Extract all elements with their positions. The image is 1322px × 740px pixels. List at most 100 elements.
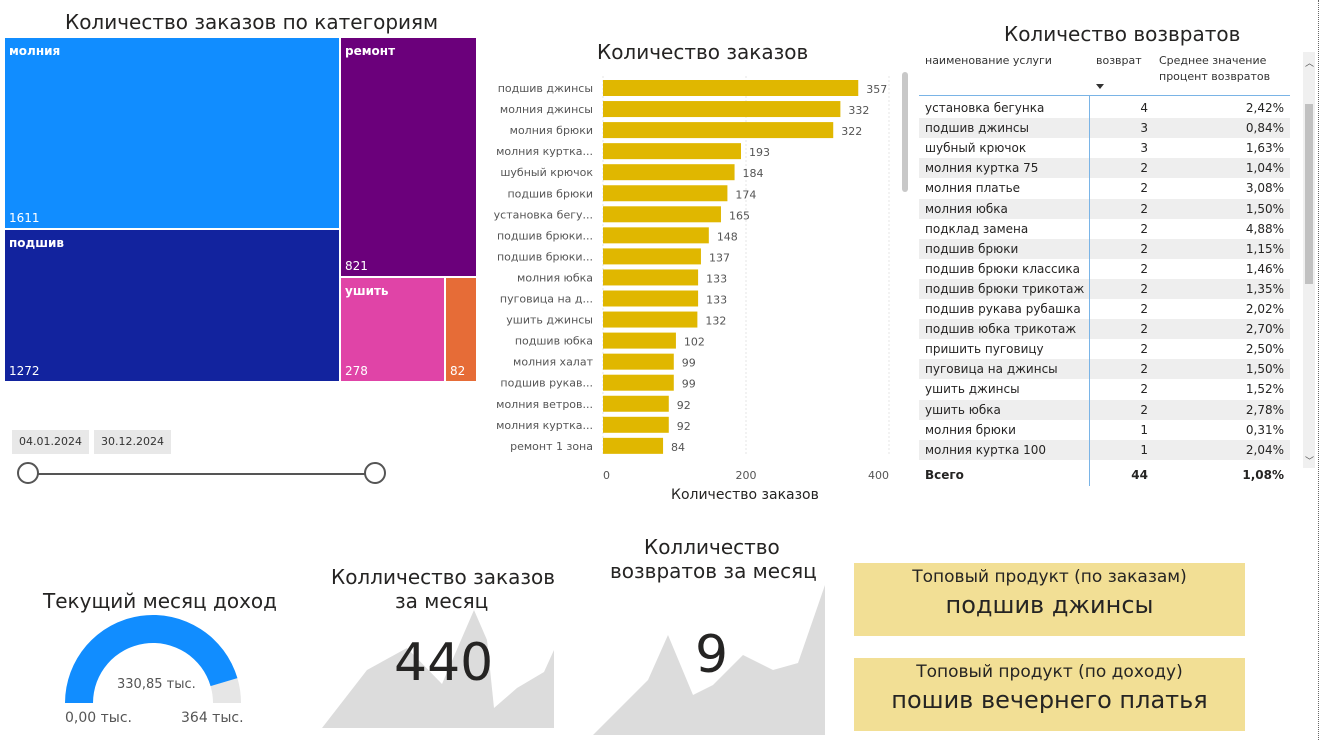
table-scrollbar-track[interactable]: ︿ ﹀ (1303, 52, 1315, 468)
treemap-tile-molniya[interactable]: молния 1611 (4, 37, 340, 229)
table-row[interactable]: молния брюки 1 0,31% (919, 420, 1290, 440)
row-service: подклад замена (925, 221, 1029, 236)
category-label: подшив брюки... (497, 229, 593, 242)
row-returns: 2 (1140, 382, 1148, 397)
gauge-fill (65, 615, 238, 703)
header-returns[interactable]: возврат (1096, 54, 1142, 67)
top-product-orders-value: подшив джинсы (945, 591, 1154, 619)
bar[interactable] (603, 122, 834, 139)
row-returns: 2 (1140, 342, 1148, 357)
gauge-track (210, 678, 241, 703)
table-row[interactable]: молния юбка 2 1,50% (919, 198, 1290, 219)
slider-end-handle[interactable] (364, 462, 386, 484)
row-returns: 2 (1140, 402, 1148, 417)
row-pct: 1,46% (1245, 261, 1284, 276)
monthly-orders-title-1: Колличество заказов (331, 565, 556, 589)
table-row[interactable]: установка бегунка 4 2,42% (919, 98, 1290, 118)
bar[interactable] (603, 437, 664, 454)
slider-start-handle[interactable] (17, 462, 39, 484)
table-scrollbar-thumb[interactable] (1305, 104, 1313, 284)
tile-value: 1611 (9, 211, 40, 225)
data-label: 322 (841, 125, 862, 138)
bar[interactable] (603, 227, 709, 244)
chart-x-axis-label: Количество заказов (671, 487, 819, 503)
bar[interactable] (603, 416, 669, 433)
row-returns: 3 (1140, 121, 1148, 136)
row-service: молния платье (925, 181, 1021, 196)
row-pct: 1,35% (1245, 281, 1284, 296)
monthly-orders-sparkline (322, 610, 554, 728)
table-row[interactable]: шубный крючок 3 1,63% (919, 138, 1290, 158)
table-row[interactable]: молния куртка 100 1 2,04% (919, 439, 1290, 460)
category-label: молния юбка (517, 271, 593, 284)
scroll-down-icon[interactable]: ﹀ (1305, 457, 1315, 467)
bar[interactable] (603, 374, 674, 391)
row-service: подшив юбка трикотаж (925, 322, 1077, 337)
bar[interactable] (603, 332, 676, 349)
category-label: молния джинсы (500, 103, 593, 116)
treemap-tile-other[interactable]: 82 (445, 277, 477, 382)
table-row[interactable]: подшив брюки 2 1,15% (919, 238, 1290, 259)
treemap-tile-remont[interactable]: ремонт 821 (340, 37, 477, 277)
bar[interactable] (603, 101, 841, 118)
bar[interactable] (603, 290, 699, 307)
row-returns: 3 (1140, 141, 1148, 156)
income-gauge-title: Текущий месяц доход (43, 589, 277, 613)
treemap-tile-podshiv[interactable]: подшив 1272 (4, 229, 340, 382)
bar[interactable] (603, 164, 735, 181)
bar[interactable] (603, 269, 699, 286)
slider-track[interactable] (28, 473, 375, 475)
bar[interactable] (603, 311, 698, 328)
bar[interactable] (603, 185, 728, 202)
chart-scrollbar[interactable] (902, 72, 908, 192)
scroll-up-icon[interactable]: ︿ (1305, 59, 1315, 69)
bar[interactable] (603, 248, 701, 265)
table-row[interactable]: подклад замена 2 4,88% (919, 219, 1290, 239)
table-row[interactable]: подшив брюки трикотаж 2 1,35% (919, 278, 1290, 299)
date-start-field[interactable]: 04.01.2024 (12, 430, 89, 454)
column-divider (1089, 96, 1090, 486)
row-service: пришить пуговицу (925, 342, 1044, 357)
data-label: 193 (749, 146, 770, 159)
row-returns: 2 (1140, 322, 1148, 337)
row-returns: 1 (1140, 422, 1148, 437)
table-row[interactable]: пуговица на джинсы 2 1,50% (919, 359, 1290, 380)
data-label: 99 (682, 378, 696, 391)
row-returns: 4 (1140, 101, 1148, 115)
top-product-income-title: Топовый продукт (по доходу) (916, 662, 1183, 682)
table-row[interactable]: молния куртка 75 2 1,04% (919, 158, 1290, 179)
date-end-field[interactable]: 30.12.2024 (94, 430, 171, 454)
table-row[interactable]: подшив рукава рубашка 2 2,02% (919, 299, 1290, 319)
row-pct: 1,52% (1245, 382, 1284, 397)
x-tick-label: 200 (736, 469, 757, 482)
orders-bar-chart: 0 200 400 подшив джинсы 357 молния джинсы 332 м… (494, 76, 890, 482)
table-row[interactable]: ушить джинсы 2 1,52% (919, 379, 1290, 399)
category-label: установка бегу... (494, 208, 593, 221)
bar[interactable] (603, 353, 674, 370)
tile-value: 1272 (9, 364, 40, 378)
header-avg-line2: процент возвратов (1159, 70, 1271, 83)
bar[interactable] (603, 143, 741, 160)
row-pct: 1,50% (1245, 362, 1284, 377)
bar[interactable] (603, 80, 859, 96)
header-avg-line1[interactable]: Среднее значение (1159, 54, 1267, 67)
treemap-tile-ushit[interactable]: ушить 278 (340, 277, 445, 382)
table-row[interactable]: пришить пуговицу 2 2,50% (919, 339, 1290, 359)
total-pct: 1,08% (1242, 468, 1284, 482)
category-label: пуговица на д... (500, 293, 593, 306)
table-row[interactable]: подшив юбка трикотаж 2 2,70% (919, 319, 1290, 340)
category-label: подшив джинсы (498, 82, 593, 95)
header-service[interactable]: наименование услуги (925, 54, 1052, 67)
tile-label: ушить (345, 284, 389, 298)
bar[interactable] (603, 395, 669, 412)
row-service: пуговица на джинсы (925, 362, 1058, 377)
row-pct: 0,31% (1245, 422, 1284, 437)
data-label: 99 (682, 357, 696, 370)
bar[interactable] (603, 206, 721, 223)
table-row[interactable]: молния платье 2 3,08% (919, 178, 1290, 198)
table-row[interactable]: подшив брюки классика 2 1,46% (919, 259, 1290, 279)
sparkline-area (593, 585, 825, 735)
table-row[interactable]: ушить юбка 2 2,78% (919, 399, 1290, 420)
row-returns: 2 (1140, 362, 1148, 377)
table-row[interactable]: подшив джинсы 3 0,84% (919, 118, 1290, 139)
